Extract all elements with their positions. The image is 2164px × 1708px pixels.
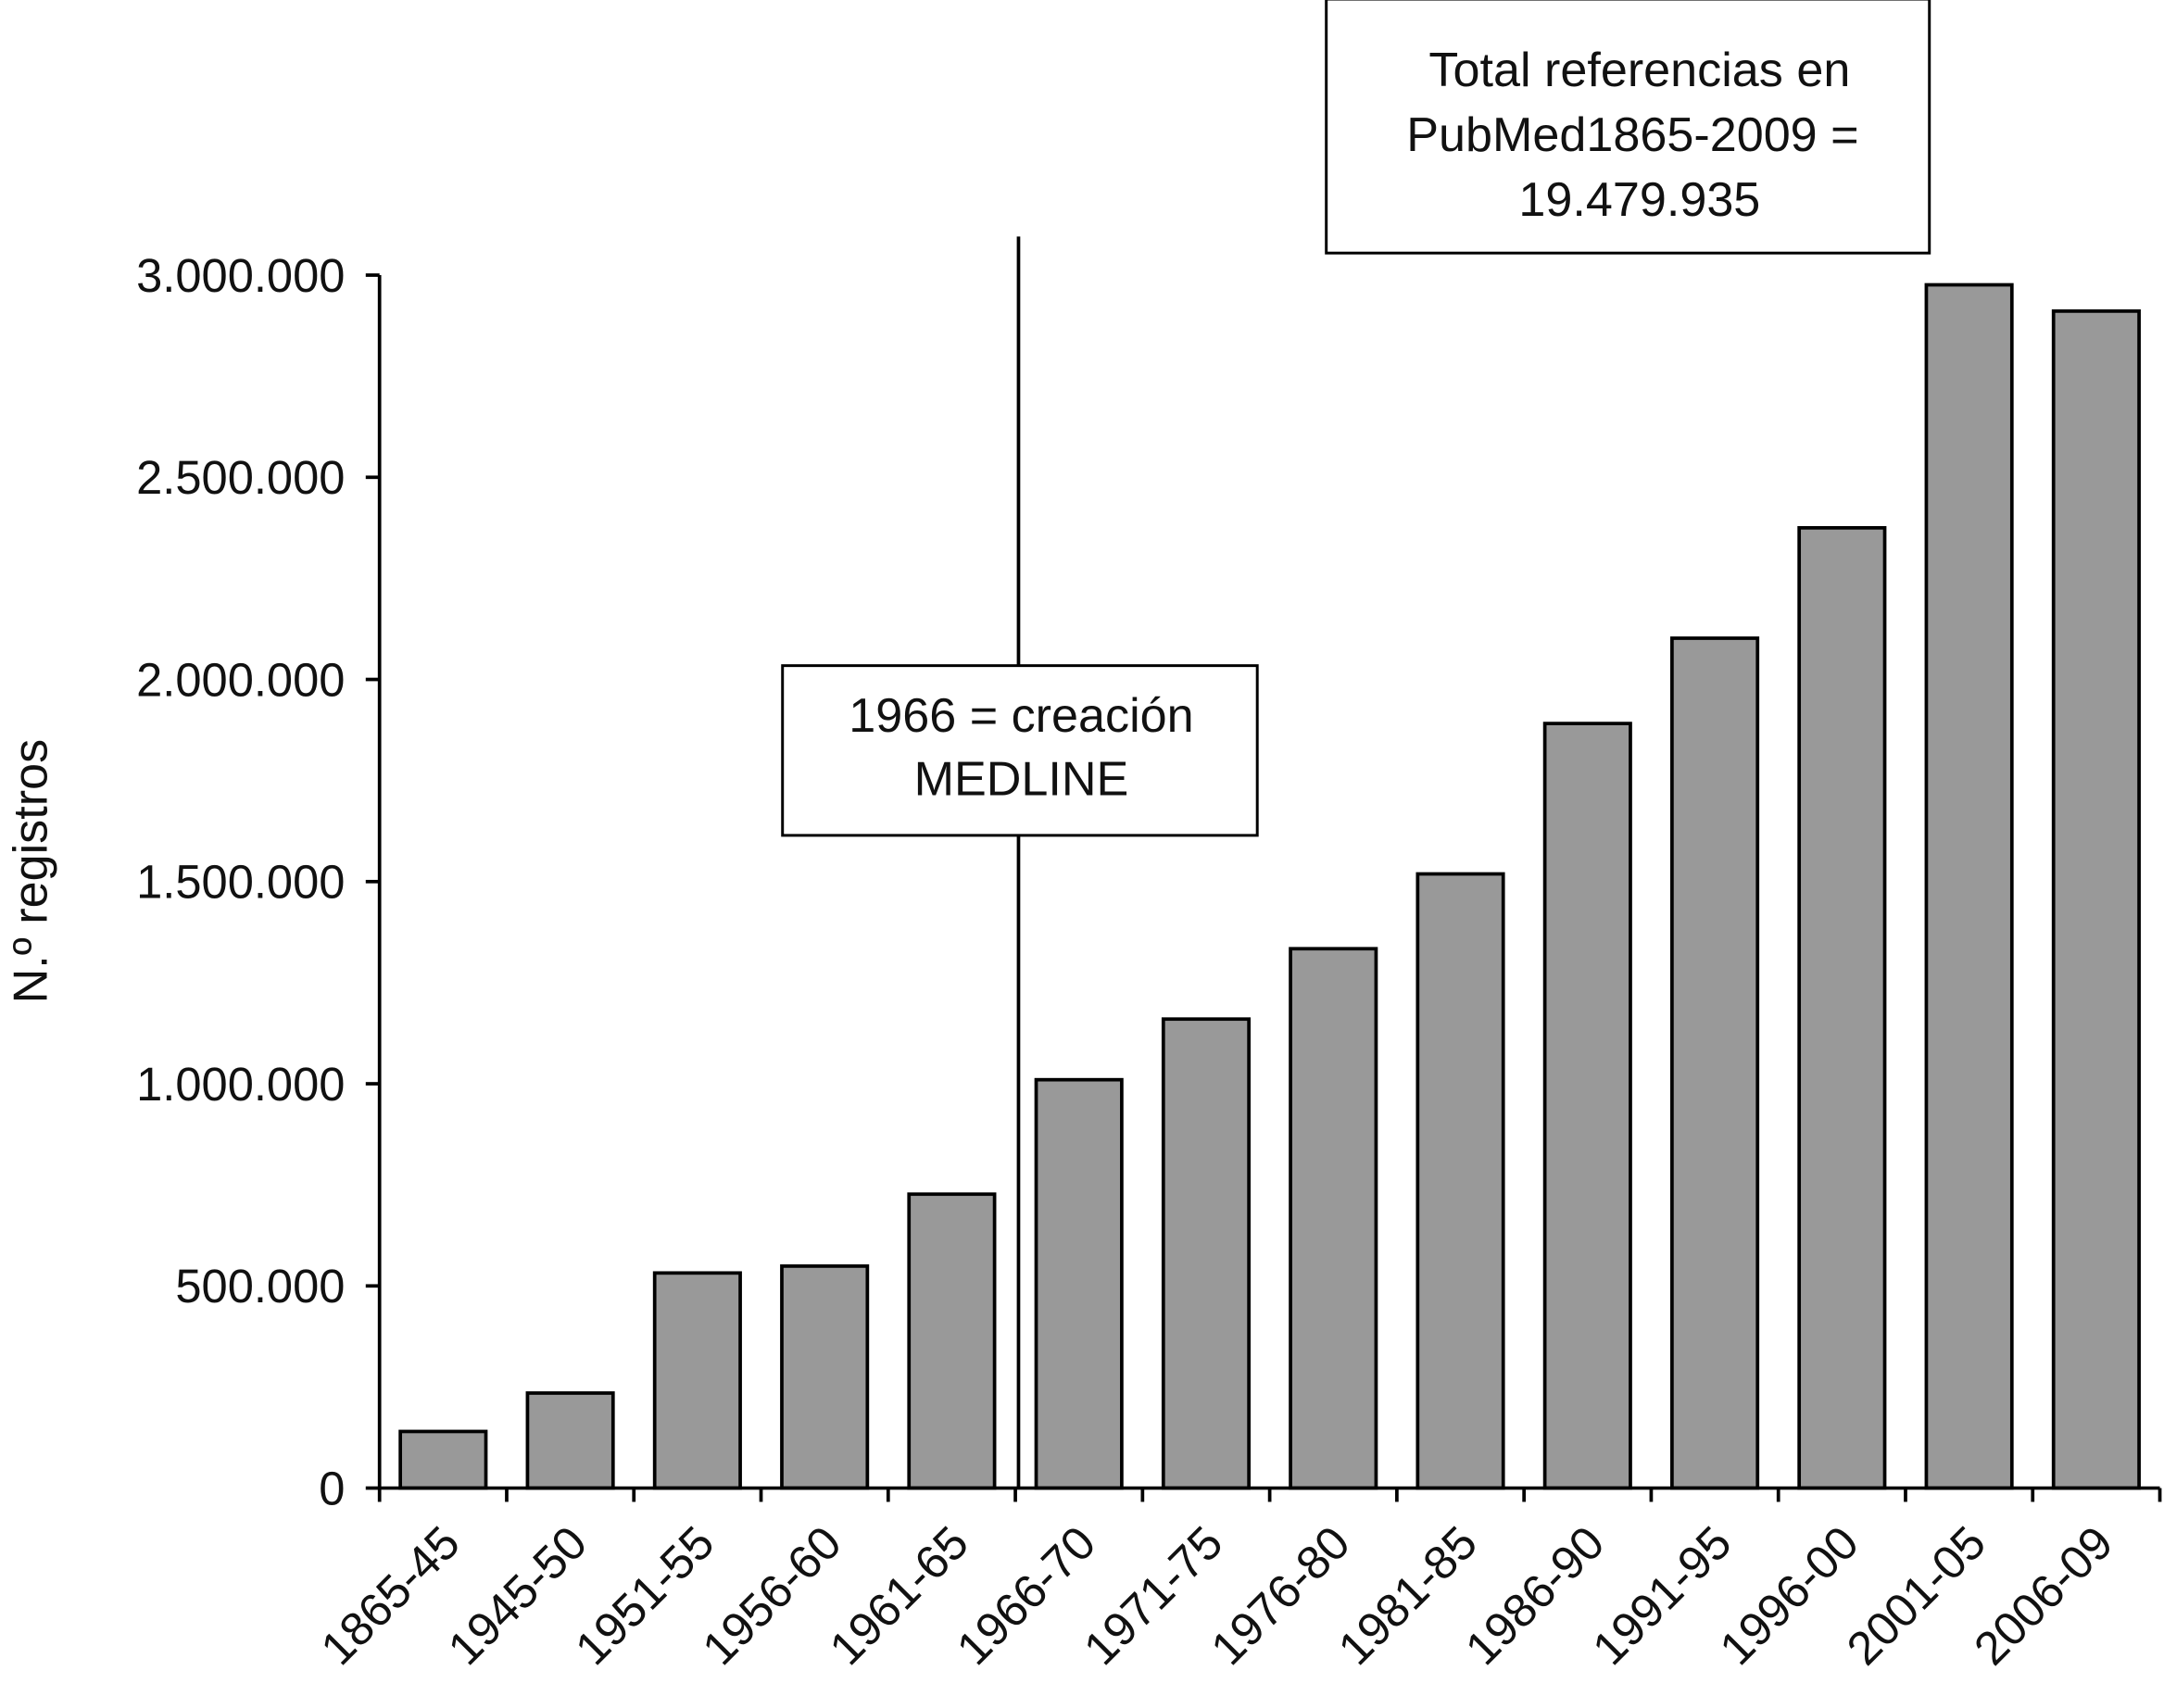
bar-1986-90 bbox=[1542, 722, 1632, 1490]
y-axis-label: N.º registros bbox=[5, 739, 58, 1004]
bar-1865-45 bbox=[398, 1429, 488, 1490]
y-tick-label: 2.000.000 bbox=[136, 653, 345, 706]
x-tick-label: 1966-70 bbox=[947, 1516, 1106, 1676]
x-tick-label: 2001-05 bbox=[1837, 1516, 1996, 1676]
total-annotation-box bbox=[1325, 0, 1931, 255]
x-tick-label: 1956-60 bbox=[692, 1516, 851, 1676]
total-annotation: Total referencias en PubMed1865-2009 = 1… bbox=[1325, 0, 1931, 255]
x-tick-label: 1971-75 bbox=[1074, 1516, 1233, 1676]
total-annotation-line2: PubMed1865-2009 = bbox=[1406, 108, 1858, 162]
bar-1981-85 bbox=[1415, 872, 1505, 1490]
y-tick-label: 500.000 bbox=[175, 1260, 345, 1312]
bar-1951-55 bbox=[652, 1271, 742, 1490]
y-tick-label: 1.500.000 bbox=[136, 856, 345, 909]
medline-annotation: 1966 = creación MEDLINE bbox=[781, 664, 1259, 837]
bar-1971-75 bbox=[1161, 1017, 1252, 1490]
bar-1976-80 bbox=[1289, 947, 1378, 1490]
x-tick-label: 1945-50 bbox=[438, 1516, 598, 1676]
y-tick-label: 2.500.000 bbox=[136, 451, 345, 504]
x-tick-label: 1991-95 bbox=[1582, 1516, 1742, 1676]
bar-2006-09 bbox=[2051, 309, 2141, 1490]
medline-annotation-line2: MEDLINE bbox=[914, 753, 1129, 807]
x-tick-label: 1986-90 bbox=[1455, 1516, 1615, 1676]
bar-1945-50 bbox=[525, 1391, 615, 1490]
total-annotation-line3: 19.479.935 bbox=[1518, 173, 1760, 227]
total-annotation-line1: Total referencias en bbox=[1428, 44, 1850, 97]
medline-annotation-box bbox=[781, 664, 1259, 837]
bar-1956-60 bbox=[780, 1264, 870, 1490]
x-tick-label: 1961-65 bbox=[819, 1516, 978, 1676]
medline-annotation-line1: 1966 = creación bbox=[849, 689, 1193, 743]
x-tick-label: 1981-85 bbox=[1327, 1516, 1487, 1676]
bar-1966-70 bbox=[1034, 1077, 1124, 1490]
y-tick-label: 3.000.000 bbox=[136, 249, 345, 302]
x-tick-label: 1996-00 bbox=[1709, 1516, 1868, 1676]
bar-1996-00 bbox=[1797, 525, 1887, 1490]
bar-1991-95 bbox=[1670, 636, 1760, 1490]
bar-2001-05 bbox=[1924, 283, 2014, 1490]
x-tick-label: 2006-09 bbox=[1964, 1516, 2123, 1676]
y-tick-label: 0 bbox=[319, 1462, 345, 1514]
x-tick-label: 1976-80 bbox=[1201, 1516, 1360, 1676]
x-tick-label: 1865-45 bbox=[310, 1516, 470, 1676]
x-tick-label: 1951-55 bbox=[565, 1516, 724, 1676]
bar-1961-65 bbox=[907, 1192, 997, 1490]
bars-group bbox=[398, 283, 2141, 1490]
y-tick-label: 1.000.000 bbox=[136, 1058, 345, 1111]
